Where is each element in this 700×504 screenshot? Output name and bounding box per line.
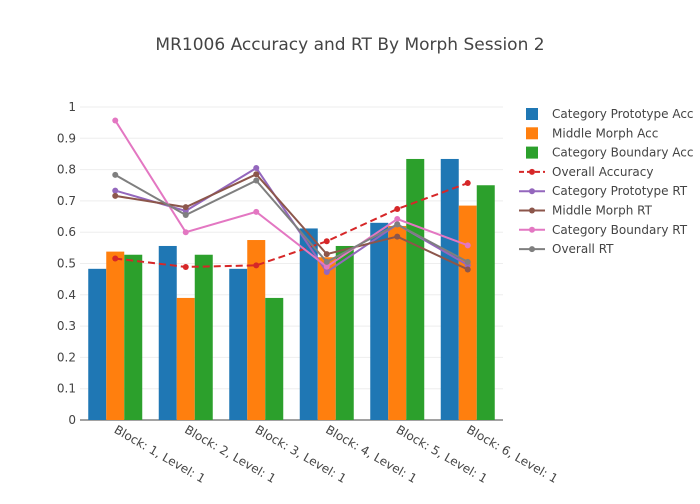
- data-point: [112, 187, 119, 194]
- data-point: [112, 255, 119, 262]
- data-point: [323, 238, 330, 245]
- bar: [335, 245, 354, 420]
- legend-label: Middle Morph RT: [552, 204, 653, 218]
- y-tick-label: 0: [68, 413, 76, 427]
- legend-label: Overall Accuracy: [552, 165, 653, 179]
- series-line: [115, 173, 469, 271]
- legend-marker: [529, 188, 535, 195]
- data-point: [253, 171, 260, 178]
- bar: [406, 158, 425, 420]
- data-point: [464, 242, 471, 249]
- legend-label: Category Prototype RT: [552, 184, 688, 198]
- legend-marker: [529, 226, 535, 233]
- bar: [265, 297, 284, 420]
- legend-label: Category Prototype Acc: [552, 107, 694, 121]
- data-point: [394, 233, 401, 240]
- legend-swatch: [526, 146, 538, 159]
- bar: [440, 158, 459, 420]
- y-tick-label: 0.8: [57, 163, 76, 177]
- y-tick-label: 0.4: [57, 288, 76, 302]
- bar: [388, 225, 407, 420]
- bar: [229, 268, 248, 420]
- bar: [88, 268, 107, 420]
- gridlines: [80, 106, 503, 421]
- data-point: [394, 216, 401, 223]
- bar: [370, 222, 389, 420]
- series-line: [114, 174, 469, 264]
- bar: [476, 185, 495, 420]
- legend-swatch: [526, 127, 538, 140]
- y-tick-label: 0.6: [57, 225, 76, 239]
- series-line: [114, 119, 469, 268]
- data-point: [464, 180, 471, 187]
- data-point: [253, 208, 260, 215]
- data-point: [394, 221, 401, 228]
- data-point: [394, 206, 401, 213]
- data-point: [182, 229, 189, 236]
- data-point: [464, 266, 471, 273]
- y-axis-tick-labels: 0 0.1 0.2 0.3 0.4 0.5 0.6 0.7 0.8 0.9 1: [57, 100, 76, 427]
- lines: [112, 117, 471, 275]
- legend-marker: [529, 168, 535, 175]
- legend-marker: [529, 207, 535, 214]
- data-point: [182, 204, 189, 211]
- data-point: [253, 165, 260, 172]
- bar: [176, 297, 195, 420]
- data-point: [323, 268, 330, 275]
- bar: [194, 254, 213, 420]
- chart-title: MR1006 Accuracy and RT By Morph Session …: [155, 35, 544, 55]
- legend-label: Overall RT: [552, 242, 614, 256]
- data-point: [253, 177, 260, 184]
- y-tick-label: 0.7: [57, 194, 76, 208]
- data-point: [323, 258, 330, 265]
- y-tick-label: 0.3: [57, 319, 76, 333]
- data-point: [182, 211, 189, 218]
- legend: Category Prototype Acc Middle Morph Acc Ca…: [519, 107, 694, 256]
- legend-label: Category Boundary RT: [552, 223, 688, 237]
- data-point: [323, 263, 330, 270]
- legend-label: Category Boundary Acc: [552, 146, 693, 160]
- data-point: [112, 171, 119, 178]
- bar: [317, 257, 336, 420]
- data-point: [112, 117, 119, 124]
- data-point: [323, 251, 330, 258]
- y-tick-label: 1: [68, 100, 76, 114]
- bar: [124, 254, 143, 420]
- bar: [247, 240, 266, 420]
- bar: [458, 205, 477, 420]
- bar: [106, 251, 125, 420]
- legend-label: Middle Morph Acc: [552, 126, 658, 140]
- data-point: [112, 192, 119, 199]
- data-point: [464, 258, 471, 265]
- bar: [158, 245, 177, 420]
- y-tick-label: 0.2: [57, 350, 76, 364]
- bar: [299, 228, 318, 420]
- legend-marker: [529, 246, 535, 253]
- data-point: [253, 262, 260, 269]
- bars: [88, 158, 495, 420]
- y-tick-label: 0.1: [57, 382, 76, 396]
- y-tick-label: 0.9: [57, 131, 76, 145]
- legend-swatch: [526, 108, 538, 120]
- y-tick-label: 0.5: [57, 257, 76, 271]
- data-point: [182, 263, 189, 270]
- series-line: [115, 182, 469, 268]
